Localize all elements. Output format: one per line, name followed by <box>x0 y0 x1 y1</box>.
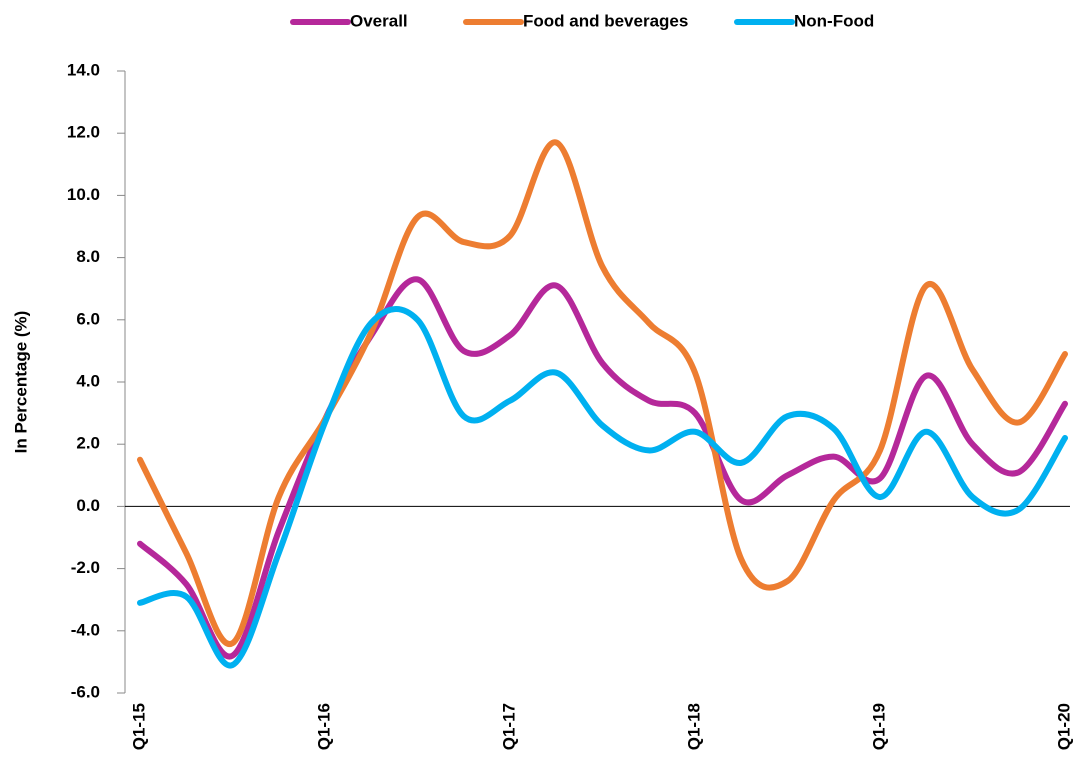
series-line <box>137 306 1068 669</box>
series-line <box>137 139 1068 648</box>
x-tick-label: Q1-16 <box>314 703 333 750</box>
y-tick-label: 8.0 <box>76 247 100 266</box>
y-tick-label: 2.0 <box>76 434 100 453</box>
y-tick-label: -6.0 <box>71 682 100 701</box>
legend-label: Non-Food <box>794 11 874 30</box>
legend-label: Overall <box>350 11 408 30</box>
series-line <box>137 276 1068 660</box>
legend-label: Food and beverages <box>523 11 688 30</box>
y-tick-label: 14.0 <box>67 60 100 79</box>
y-tick-label: -4.0 <box>71 620 100 639</box>
y-tick-label: 0.0 <box>76 496 100 515</box>
y-tick-label: 12.0 <box>67 123 100 142</box>
y-tick-label: -2.0 <box>71 558 100 577</box>
y-tick-label: 4.0 <box>76 371 100 390</box>
x-tick-label: Q1-20 <box>1054 703 1073 750</box>
y-axis-label: In Percentage (%) <box>11 311 30 454</box>
y-tick-label: 6.0 <box>76 309 100 328</box>
x-tick-label: Q1-18 <box>684 703 703 750</box>
x-tick-label: Q1-15 <box>129 703 148 750</box>
x-tick-label: Q1-17 <box>499 703 518 750</box>
x-tick-label: Q1-19 <box>869 703 888 750</box>
y-tick-label: 10.0 <box>67 185 100 204</box>
